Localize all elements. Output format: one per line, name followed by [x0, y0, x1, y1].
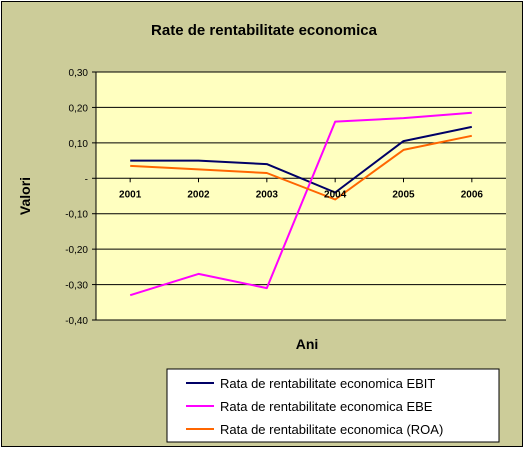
y-tick-label: 0,30: [69, 68, 89, 79]
y-tick-label: -0,20: [65, 245, 88, 256]
x-axis-categories: 2001 2002 2003 2004 2005 2006: [119, 178, 483, 200]
legend-box: [166, 368, 500, 443]
y-axis-ticks: 0,30 0,20 0,10 - -0,10 -0,20 -0,30 -0,40: [65, 68, 96, 327]
legend-label-ebit: Rata de rentabilitate economica EBIT: [220, 376, 435, 391]
series-lines: [129, 111, 473, 297]
chart-title: Rate de rentabilitate economica: [151, 22, 378, 39]
x-tick-label: 2002: [187, 189, 210, 200]
series-line-ebe: [129, 111, 472, 297]
y-tick-label: -0,40: [65, 316, 88, 327]
series-line-ebit: [130, 125, 473, 194]
y-tick-label: -0,30: [65, 281, 88, 292]
legend: Rata de rentabilitate economica EBIT Rat…: [166, 368, 500, 443]
x-tick-label: 2006: [461, 189, 484, 200]
y-tick-label: -: [85, 174, 88, 185]
x-axis-title: Ani: [296, 336, 319, 352]
x-tick-label: 2005: [392, 189, 415, 200]
y-tick-label: -0,10: [65, 210, 88, 221]
legend-label-roa: Rata de rentabilitate economica (ROA): [220, 422, 443, 437]
series-line-roa: [130, 134, 473, 201]
x-tick-label: 2004: [324, 189, 347, 200]
legend-label-ebe: Rata de rentabilitate economica EBE: [220, 399, 433, 414]
x-tick-label: 2001: [119, 189, 142, 200]
x-tick-label: 2003: [256, 189, 279, 200]
y-tick-label: 0,10: [69, 139, 89, 150]
y-tick-label: 0,20: [69, 103, 89, 114]
plot-area: [96, 72, 506, 320]
y-axis-title: Valori: [17, 177, 33, 215]
